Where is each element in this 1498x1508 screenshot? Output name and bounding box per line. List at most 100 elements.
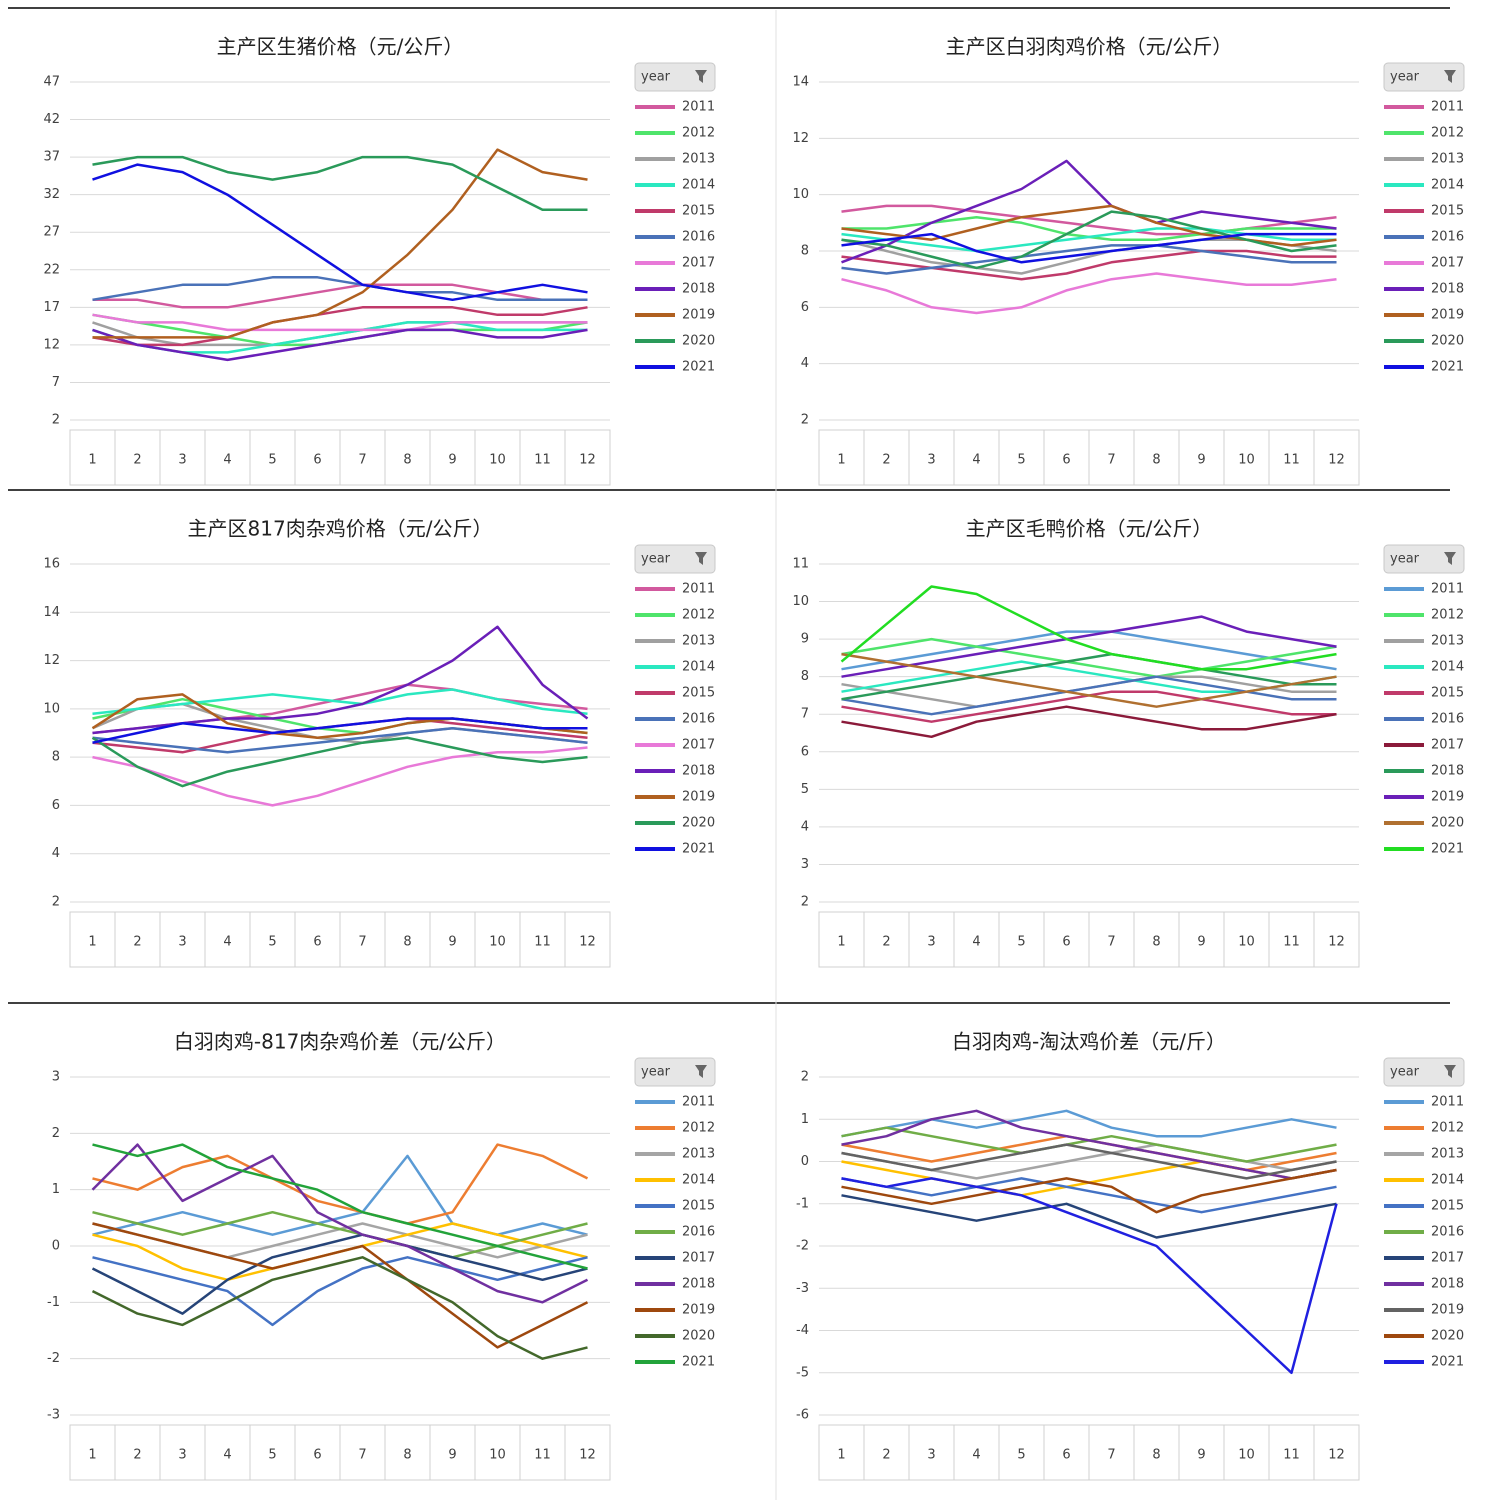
legend-label: 2017 (682, 1251, 715, 1266)
series-line (93, 627, 588, 733)
legend-label: 2011 (1431, 1095, 1464, 1110)
x-tick-label: 8 (403, 1448, 411, 1463)
x-tick-label: 4 (223, 1448, 231, 1463)
legend-label: 2013 (682, 152, 715, 167)
chart-title: 主产区817肉杂鸡价格（元/公斤） (188, 517, 493, 541)
y-tick-label: -5 (796, 1365, 809, 1380)
legend-label: 2016 (1431, 230, 1464, 245)
x-tick-label: 8 (403, 453, 411, 468)
legend-label: 2014 (1431, 178, 1464, 193)
y-tick-label: 2 (52, 413, 60, 428)
x-tick-label: 1 (88, 935, 96, 950)
legend-label: 2015 (682, 1199, 715, 1214)
legend-label: 2013 (682, 1147, 715, 1162)
series-line (93, 1257, 588, 1325)
x-tick-label: 6 (313, 935, 321, 950)
y-tick-label: 8 (52, 750, 60, 765)
legend-label: 2018 (682, 282, 715, 297)
x-tick-label: 6 (313, 1448, 321, 1463)
x-tick-label: 2 (133, 935, 141, 950)
legend-label: 2018 (1431, 764, 1464, 779)
legend-label: 2021 (682, 360, 715, 375)
y-tick-label: 14 (43, 605, 60, 620)
legend-label: 2020 (682, 816, 715, 831)
legend-title: year (1390, 552, 1420, 567)
y-tick-label: 47 (43, 75, 60, 90)
legend-label: 2020 (682, 334, 715, 349)
legend-label: 2015 (1431, 1199, 1464, 1214)
x-tick-label: 6 (1062, 453, 1070, 468)
x-tick-label: 7 (358, 935, 366, 950)
x-tick-label: 12 (1328, 935, 1345, 950)
x-tick-label: 11 (1283, 453, 1300, 468)
legend-label: 2012 (1431, 608, 1464, 623)
legend-title: year (641, 552, 671, 567)
legend-label: 2013 (682, 634, 715, 649)
chart-title: 主产区毛鸭价格（元/公斤） (966, 517, 1213, 541)
y-tick-label: 17 (43, 300, 60, 315)
legend-label: 2017 (1431, 738, 1464, 753)
y-tick-label: 7 (52, 375, 60, 390)
series-line (93, 150, 588, 338)
x-tick-label: 1 (88, 1448, 96, 1463)
x-tick-label: 3 (178, 453, 186, 468)
x-tick-label: 10 (1238, 935, 1255, 950)
x-tick-label: 11 (1283, 935, 1300, 950)
y-tick-label: 10 (43, 701, 60, 716)
chart-title: 白羽肉鸡-817肉杂鸡价差（元/公斤） (174, 1030, 506, 1054)
legend-label: 2021 (1431, 1355, 1464, 1370)
legend-label: 2015 (1431, 204, 1464, 219)
x-tick-label: 3 (927, 453, 935, 468)
legend-label: 2018 (1431, 282, 1464, 297)
x-tick-label: 4 (223, 453, 231, 468)
series-line (93, 157, 588, 210)
y-tick-label: -3 (47, 1408, 60, 1423)
legend-label: 2021 (682, 1355, 715, 1370)
x-tick-label: 10 (489, 453, 506, 468)
legend-title: year (1390, 70, 1420, 85)
legend-label: 2016 (682, 1225, 715, 1240)
y-tick-label: 32 (43, 187, 60, 202)
y-tick-label: 2 (52, 1126, 60, 1141)
legend-label: 2017 (1431, 1251, 1464, 1266)
chart-title: 主产区白羽肉鸡价格（元/公斤） (946, 35, 1233, 59)
legend-label: 2012 (1431, 1121, 1464, 1136)
legend-title: year (641, 1065, 671, 1080)
y-tick-label: 37 (43, 150, 60, 165)
legend-label: 2020 (1431, 334, 1464, 349)
x-tick-label: 10 (489, 935, 506, 950)
y-tick-label: 2 (52, 895, 60, 910)
legend-title: year (1390, 1065, 1420, 1080)
legend-label: 2011 (682, 582, 715, 597)
legend-label: 2019 (682, 790, 715, 805)
y-tick-label: 4 (801, 819, 809, 834)
x-tick-label: 1 (837, 935, 845, 950)
y-tick-label: 3 (801, 857, 809, 872)
legend-label: 2019 (1431, 790, 1464, 805)
y-tick-label: 27 (43, 225, 60, 240)
y-tick-label: 2 (801, 413, 809, 428)
legend-label: 2021 (1431, 842, 1464, 857)
x-tick-label: 12 (1328, 1448, 1345, 1463)
x-tick-label: 10 (489, 1448, 506, 1463)
y-tick-label: 4 (52, 846, 60, 861)
y-tick-label: 12 (43, 653, 60, 668)
x-tick-label: 2 (133, 453, 141, 468)
x-tick-label: 9 (448, 453, 456, 468)
x-tick-label: 5 (268, 1448, 276, 1463)
x-tick-label: 11 (1283, 1448, 1300, 1463)
y-tick-label: 0 (801, 1154, 809, 1169)
y-tick-label: 1 (801, 1112, 809, 1127)
legend-label: 2017 (682, 738, 715, 753)
legend-label: 2018 (1431, 1277, 1464, 1292)
legend-label: 2014 (682, 178, 715, 193)
x-tick-label: 9 (1197, 453, 1205, 468)
x-tick-label: 12 (579, 453, 596, 468)
x-tick-label: 4 (223, 935, 231, 950)
y-tick-label: 4 (801, 356, 809, 371)
x-tick-label: 8 (1152, 453, 1160, 468)
x-tick-label: 2 (882, 1448, 890, 1463)
x-tick-label: 5 (268, 935, 276, 950)
x-tick-label: 4 (972, 1448, 980, 1463)
legend-label: 2018 (682, 1277, 715, 1292)
